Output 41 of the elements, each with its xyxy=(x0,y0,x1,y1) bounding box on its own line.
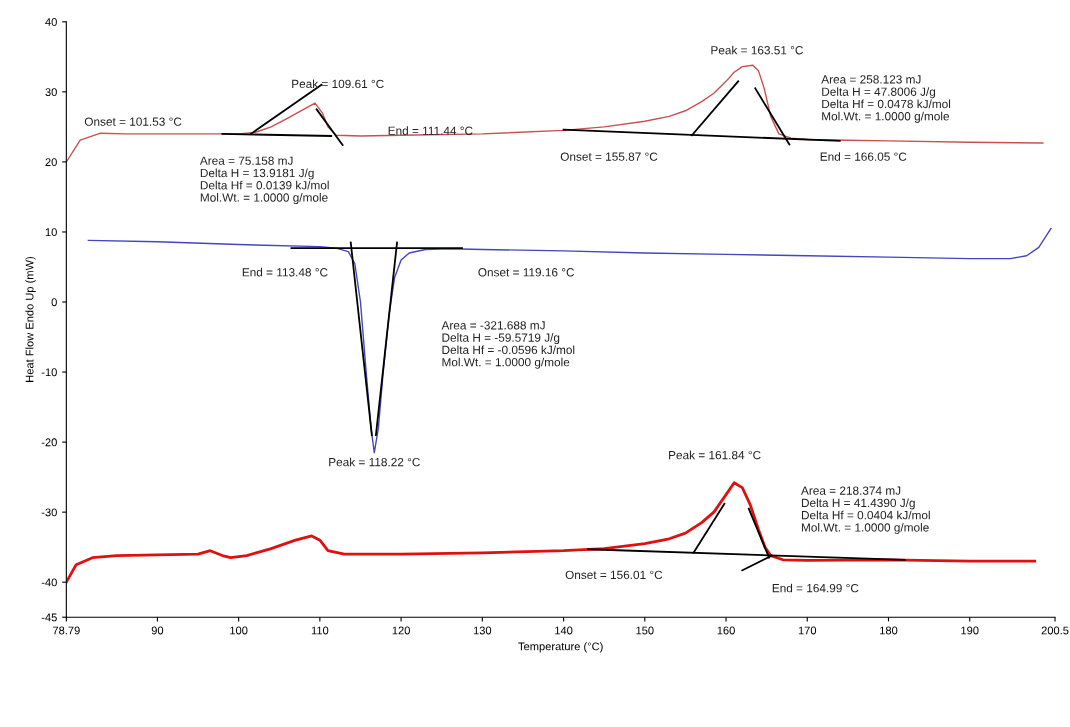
x-tick-label: 170 xyxy=(798,626,817,635)
y-tick-label: 40 xyxy=(45,18,57,26)
x-tick-label: 120 xyxy=(392,626,410,635)
annotation: Onset = 156.01 °C xyxy=(565,570,663,580)
y-tick-label: 10 xyxy=(45,228,57,237)
annotation: Peak = 109.61 °C xyxy=(292,79,384,89)
x-axis-title: Temperature (°C) xyxy=(518,642,603,653)
y-tick-label: 20 xyxy=(45,158,57,167)
x-tick-label: 90 xyxy=(151,626,164,635)
y-tick-label: -10 xyxy=(41,368,57,377)
x-tick-label: 140 xyxy=(555,626,573,635)
x-tick-label: 190 xyxy=(961,626,979,635)
annotation: Peak = 161.84 °C xyxy=(669,450,761,460)
y-tick-label: 30 xyxy=(45,88,57,96)
annotation: Peak = 118.22 °C xyxy=(329,457,420,467)
y-tick-label: -45 xyxy=(41,613,57,622)
x-tick-label: 160 xyxy=(717,626,735,635)
x-tick-label: 130 xyxy=(473,626,492,635)
annotation: Peak = 163.51 °C xyxy=(711,45,803,55)
annotation: End = 166.05 °C xyxy=(820,152,907,161)
y-tick-label: 0 xyxy=(51,298,57,307)
x-tick-label: 150 xyxy=(636,626,654,635)
x-tick-label: 110 xyxy=(311,626,329,635)
annotation: Onset = 155.87 °C xyxy=(560,152,658,161)
annotation: End = 164.99 °C xyxy=(772,583,859,593)
annotation: Area = 218.374 mJ Delta H = 41.4390 J/g Delta Hf = 0.0404 kJ/mol Mol.Wt. = 1.0000 g/mole xyxy=(801,486,930,534)
y-tick-label: -30 xyxy=(41,508,57,517)
annotation: Onset = 101.53 °C xyxy=(84,117,182,126)
annotation: Area = 258.123 mJ Delta H = 47.8006 J/g Delta Hf = 0.0478 kJ/mol Mol.Wt. = 1.0000 g/mole xyxy=(821,75,951,123)
annotation: Area = 75.158 mJ Delta H = 13.9181 J/g Delta Hf = 0.0139 kJ/mol Mol.Wt. = 1.0000 g/mole xyxy=(199,156,329,205)
x-tick-label: 200.5 xyxy=(1041,626,1069,635)
x-tick-label: 100 xyxy=(230,626,248,635)
annotation: Area = -321.688 mJ Delta H = -59.5719 J/g Delta Hf = -0.0596 kJ/mol Mol.Wt. = 1.0000 g/mole xyxy=(441,321,575,369)
x-tick-label: 78.79 xyxy=(53,626,80,635)
y-axis-title: Heat Flow Endo Up (mW) xyxy=(25,256,36,382)
x-tick-label: 180 xyxy=(880,626,898,635)
y-tick-label: -20 xyxy=(41,438,57,447)
annotation: End = 111.44 °C xyxy=(388,126,473,135)
annotation: Onset = 119.16 °C xyxy=(478,268,575,277)
y-tick-label: -40 xyxy=(41,578,57,587)
annotation: End = 113.48 °C xyxy=(242,267,328,277)
